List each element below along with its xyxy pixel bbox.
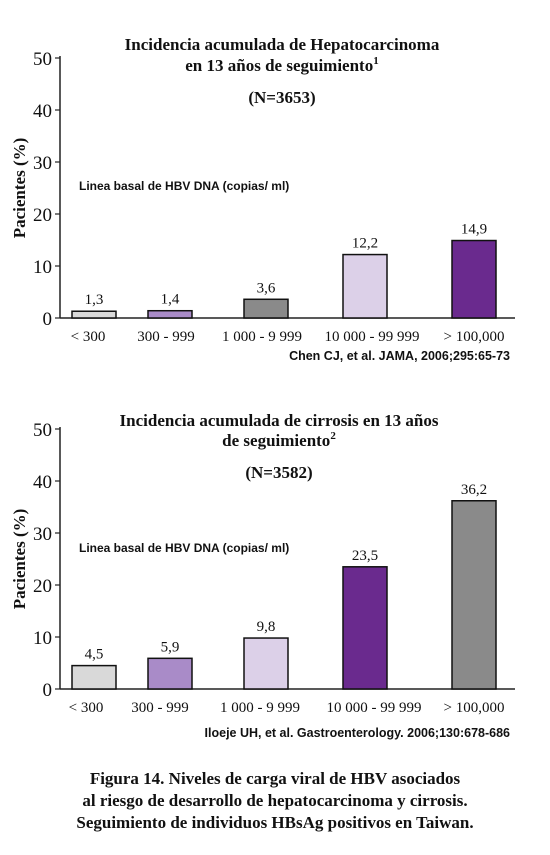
cirrosis-title-line-2-text: de seguimiento [222, 431, 330, 450]
cirrosis-y-tick-label-4: 40 [33, 472, 52, 493]
cirrosis-bar-3 [342, 566, 388, 690]
hcc-y-tick-label-3: 30 [33, 153, 52, 174]
cirrosis-title-line-1: Incidencia acumulada de cirrosis en 13 a… [120, 411, 439, 430]
hcc-value-label-0: 1,3 [85, 292, 104, 308]
cirrosis-value-label-1: 5,9 [161, 639, 180, 655]
hcc-category-label-3: 10 000 - 99 999 [325, 329, 420, 345]
hcc-category-label-1: 300 - 999 [137, 329, 195, 345]
hcc-source: Chen CJ, et al. JAMA, 2006;295:65-73 [289, 349, 510, 363]
hcc-bar-1 [147, 309, 193, 319]
cirrosis-bar-4 [451, 500, 497, 690]
cirrosis-category-label-3: 10 000 - 99 999 [327, 700, 422, 716]
hcc-bar-2 [243, 298, 289, 319]
cirrosis-subtitle: (N=3582) [245, 463, 312, 482]
cirrosis-y-tick-label-3: 30 [33, 524, 52, 545]
hcc-annotation: Linea basal de HBV DNA (copias/ ml) [79, 179, 289, 193]
cirrosis-y-tick-label-1: 10 [33, 628, 52, 649]
cirrosis-chart: Incidencia acumulada de cirrosis en 13 a… [0, 400, 550, 760]
hcc-category-label-2: 1 000 - 9 999 [222, 329, 302, 345]
hepatocarcinoma-chart-svg: Incidencia acumulada de Hepatocarcinomae… [10, 35, 515, 363]
cirrosis-category-label-1: 300 - 999 [131, 700, 189, 716]
cirrosis-y-tick-label-5: 50 [33, 420, 52, 441]
cirrosis-value-label-3: 23,5 [352, 548, 378, 564]
hcc-subtitle: (N=3653) [248, 88, 315, 107]
hcc-y-tick-label-4: 40 [33, 101, 52, 122]
cirrosis-chart-svg: Incidencia acumulada de cirrosis en 13 a… [10, 411, 515, 740]
hcc-category-label-0: < 300 [71, 329, 106, 345]
hcc-bar-4 [451, 239, 497, 319]
hcc-title-footnote: 1 [373, 55, 379, 67]
caption-line-3: Seguimiento de individuos HBsAg positivo… [76, 813, 474, 832]
hcc-value-label-3: 12,2 [352, 236, 378, 252]
hcc-y-axis-label: Pacientes (%) [10, 138, 29, 239]
hcc-y-tick-label-2: 20 [33, 205, 52, 226]
hcc-title-line-2-text: en 13 años de seguimiento [185, 56, 373, 75]
cirrosis-y-axis-label: Pacientes (%) [10, 509, 29, 610]
hcc-y-tick-label-5: 50 [33, 49, 52, 70]
cirrosis-title-footnote: 2 [330, 430, 336, 442]
caption-line-1: Figura 14. Niveles de carga viral de HBV… [89, 769, 461, 788]
hepatocarcinoma-chart: Incidencia acumulada de Hepatocarcinoma e… [0, 0, 550, 380]
cirrosis-value-label-0: 4,5 [85, 647, 104, 663]
hcc-title-line-2: en 13 años de seguimiento1 [185, 55, 378, 75]
cirrosis-bar-0 [71, 664, 117, 690]
cirrosis-annotation: Linea basal de HBV DNA (copias/ ml) [79, 541, 289, 555]
cirrosis-value-label-2: 9,8 [257, 619, 276, 635]
hcc-category-label-4: > 100,000 [444, 329, 505, 345]
hcc-value-label-1: 1,4 [161, 292, 180, 308]
cirrosis-category-label-0: < 300 [69, 700, 104, 716]
cirrosis-category-label-4: > 100,000 [444, 700, 505, 716]
cirrosis-value-label-4: 36,2 [461, 482, 487, 498]
caption-line-2: al riesgo de desarrollo de hepatocarcino… [82, 791, 468, 810]
hcc-title-line-1: Incidencia acumulada de Hepatocarcinoma [125, 35, 440, 54]
cirrosis-category-label-2: 1 000 - 9 999 [220, 700, 300, 716]
hcc-y-tick-label-0: 0 [43, 309, 53, 330]
cirrosis-bar-1 [147, 657, 193, 690]
hcc-bar-3 [342, 253, 388, 319]
hcc-value-label-2: 3,6 [257, 280, 276, 296]
cirrosis-y-tick-label-0: 0 [43, 680, 53, 701]
cirrosis-bar-2 [243, 637, 289, 690]
cirrosis-y-tick-label-2: 20 [33, 576, 52, 597]
hcc-y-tick-label-1: 10 [33, 257, 52, 278]
figure-caption: Figura 14. Niveles de carga viral de HBV… [0, 768, 550, 834]
cirrosis-source: Iloeje UH, et al. Gastroenterology. 2006… [205, 726, 511, 740]
hcc-value-label-4: 14,9 [461, 222, 487, 238]
hcc-bar-0 [71, 310, 117, 319]
cirrosis-title-line-2: de seguimiento2 [222, 430, 336, 450]
